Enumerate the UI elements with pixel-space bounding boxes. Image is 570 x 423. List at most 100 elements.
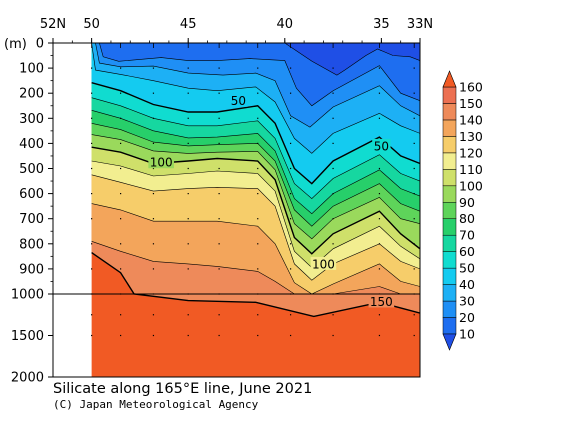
contour-fill-layer xyxy=(91,43,420,377)
sample-dot xyxy=(91,92,93,94)
sample-dot xyxy=(378,243,381,245)
sample-dot xyxy=(257,67,259,69)
contour-line-130 xyxy=(91,203,420,295)
x-tick-label: 45 xyxy=(180,17,197,32)
sample-dot xyxy=(187,314,189,316)
sample-dot xyxy=(187,243,189,245)
sample-dot xyxy=(218,218,220,220)
sample-dot xyxy=(332,67,334,69)
sample-dot xyxy=(257,314,259,316)
sample-dot xyxy=(187,218,189,220)
sample-dot xyxy=(289,314,292,316)
sample-dot xyxy=(152,92,155,94)
sample-dot xyxy=(120,218,122,220)
contour-line-40 xyxy=(91,43,420,154)
sample-dot xyxy=(289,167,292,170)
sample-dot xyxy=(257,243,259,245)
contour-label-bg xyxy=(368,294,395,308)
sample-dot xyxy=(332,193,334,195)
y-tick-label: 600 xyxy=(19,187,44,202)
colorbar-label: 150 xyxy=(459,96,483,111)
sample-dot xyxy=(120,117,122,119)
sample-dot xyxy=(187,142,189,144)
colorbar-label: 60 xyxy=(459,244,475,259)
y-tick-label: 500 xyxy=(19,162,44,177)
contour-line-20 xyxy=(99,43,420,107)
sample-dot xyxy=(413,167,415,170)
y-tick-label: 300 xyxy=(19,112,44,127)
y-tick-label: 1000 xyxy=(11,288,44,303)
sample-dot xyxy=(289,268,292,270)
sample-dot xyxy=(257,142,259,144)
x-axis-top: 52N 50 45 40 35 33N xyxy=(40,17,433,43)
sample-dot xyxy=(218,314,220,316)
sample-dot xyxy=(152,314,155,316)
sample-dot xyxy=(413,334,415,337)
sample-dot xyxy=(378,117,381,119)
sample-dot xyxy=(257,193,259,195)
x-tick-label: 33N xyxy=(407,17,433,32)
sample-dot xyxy=(332,218,334,220)
colorbar-segment xyxy=(442,86,457,104)
sample-dot xyxy=(120,92,122,94)
sample-dot xyxy=(289,243,292,245)
contour-line-80 xyxy=(91,123,420,227)
sample-dot xyxy=(257,334,259,337)
sample-dot xyxy=(332,334,334,337)
contour-label: 50 xyxy=(374,139,389,153)
sample-dot xyxy=(91,117,93,119)
sample-dot xyxy=(91,193,93,195)
colorbar-label: 130 xyxy=(459,129,483,144)
sample-dot xyxy=(218,334,220,337)
sample-dot xyxy=(120,193,122,195)
sample-dot xyxy=(218,268,220,270)
sample-dot xyxy=(91,142,93,144)
sample-dot xyxy=(378,268,381,270)
colorbar-label: 160 xyxy=(459,80,483,95)
x-tick-label: 50 xyxy=(83,17,100,32)
chart-title: Silicate along 165°E line, June 2021 xyxy=(53,381,312,397)
sample-dot xyxy=(218,167,220,170)
colorbar-segment xyxy=(442,300,457,318)
contour-label-bg xyxy=(148,155,174,169)
colorbar-label: 30 xyxy=(459,294,475,309)
colorbar-label: 140 xyxy=(459,112,483,127)
colorbar-segment xyxy=(442,267,457,285)
sample-dot xyxy=(257,167,259,170)
sample-dot xyxy=(218,142,220,144)
y-axis-left: 0 100 200 300 400 500 600 700 800 900 1000 1500 2000 xyxy=(11,37,53,386)
sample-dot xyxy=(91,314,93,316)
colorbar-upper-extend xyxy=(442,70,457,88)
sample-dot xyxy=(152,218,155,220)
sample-dot xyxy=(218,117,220,119)
sample-dot xyxy=(120,334,122,337)
sample-dot xyxy=(120,243,122,245)
sample-dot xyxy=(413,268,415,270)
sample-dot xyxy=(378,193,381,195)
y-tick-label: 700 xyxy=(19,212,44,227)
sample-dot xyxy=(378,218,381,220)
y-tick-label: 200 xyxy=(19,87,44,102)
sample-dot xyxy=(289,67,292,69)
y-tick-label: 0 xyxy=(36,37,44,52)
sample-dot xyxy=(187,193,189,195)
contour-line-90 xyxy=(91,134,420,240)
sample-dot xyxy=(218,67,220,69)
contour-line-140 xyxy=(91,241,420,295)
contour-label-bg xyxy=(229,93,248,107)
colorbar-label: 90 xyxy=(459,195,475,210)
sample-dot xyxy=(91,67,93,69)
sample-dot xyxy=(332,167,334,170)
sample-dot xyxy=(152,334,155,337)
sample-dot xyxy=(413,92,415,94)
sample-dot xyxy=(187,117,189,119)
sample-dot xyxy=(187,167,189,170)
sample-dot xyxy=(378,334,381,337)
sample-dot xyxy=(413,243,415,245)
colorbar-segment xyxy=(442,152,457,170)
sample-dot xyxy=(120,268,122,270)
colorbar-label: 100 xyxy=(459,178,483,193)
y-tick-label: 2000 xyxy=(11,371,44,386)
sample-dot xyxy=(289,92,292,94)
